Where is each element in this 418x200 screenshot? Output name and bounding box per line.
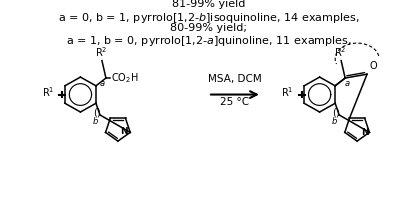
Text: a = 0, b = 1, pyrrolo[1,2-$\mathit{b}$]isoquinoline, 14 examples,: a = 0, b = 1, pyrrolo[1,2-$\mathit{b}$]i… — [58, 11, 360, 25]
Text: b: b — [331, 117, 337, 126]
Text: 80-99% yield;: 80-99% yield; — [171, 23, 247, 33]
Text: 25 °C: 25 °C — [220, 97, 250, 107]
Text: $\left(\right)$: $\left(\right)$ — [93, 106, 101, 119]
Text: CO$_2$H: CO$_2$H — [111, 71, 138, 85]
Text: R$^2$: R$^2$ — [95, 45, 107, 59]
Text: a = 1, b = 0, pyrrolo[1,2-$\mathit{a}$]quinoline, 11 examples,: a = 1, b = 0, pyrrolo[1,2-$\mathit{a}$]q… — [66, 34, 352, 48]
Text: a: a — [100, 79, 105, 88]
Text: 81-99% yield: 81-99% yield — [172, 0, 246, 9]
Text: O: O — [369, 61, 377, 71]
Text: $\left(\right)$: $\left(\right)$ — [332, 106, 341, 119]
Text: R$^2$: R$^2$ — [334, 45, 347, 59]
Text: R$^1$: R$^1$ — [42, 85, 54, 99]
Text: MSA, DCM: MSA, DCM — [208, 74, 262, 84]
Text: N: N — [121, 127, 128, 136]
Text: b: b — [92, 117, 98, 126]
Text: R$^1$: R$^1$ — [281, 85, 294, 99]
Text: N: N — [361, 128, 368, 137]
Text: a: a — [345, 79, 350, 88]
